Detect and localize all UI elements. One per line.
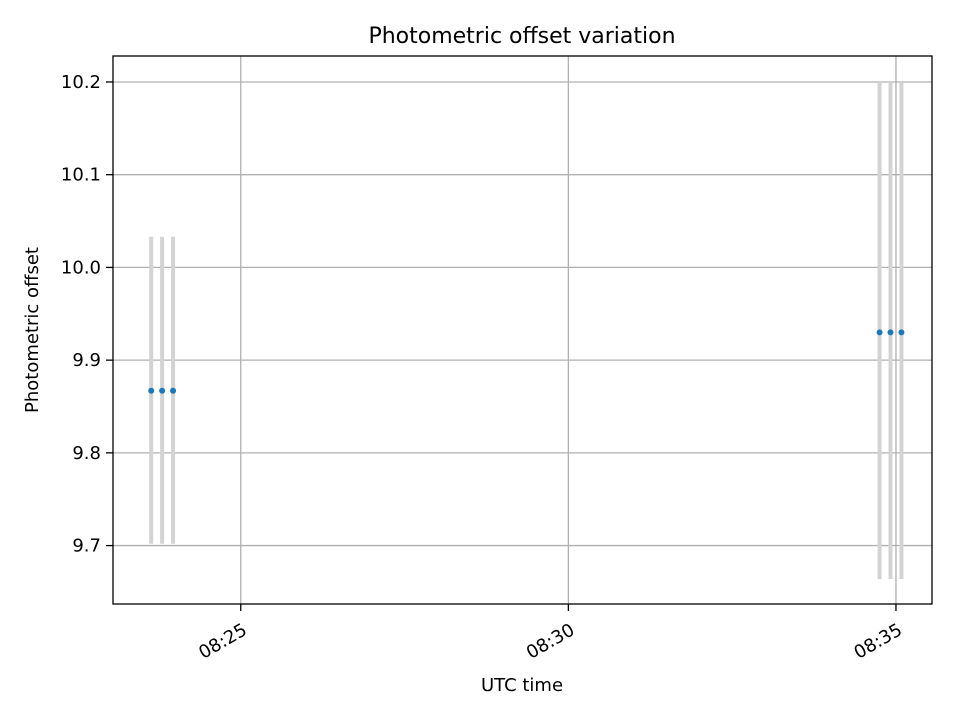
y-tick-label: 9.8 (72, 443, 101, 464)
grid (113, 56, 932, 604)
y-tick-label: 9.9 (72, 350, 101, 371)
x-tick-label: 08:30 (523, 619, 578, 663)
chart-title: Photometric offset variation (368, 24, 675, 49)
axis-ticks: 08:25 08:30 08:35 9.7 9.8 9.9 10.0 10.1 10.2 (61, 72, 906, 664)
x-axis-label: UTC time (481, 675, 563, 696)
data-point (887, 329, 894, 336)
data-point (876, 329, 883, 336)
data-points (148, 329, 905, 394)
data-point (170, 387, 177, 394)
x-tick-label: 08:25 (195, 619, 250, 663)
error-bars (149, 81, 904, 579)
data-point (148, 387, 155, 394)
y-tick-label: 10.1 (61, 165, 101, 186)
x-tick-label: 08:35 (850, 619, 905, 663)
y-tick-label: 10.2 (61, 72, 101, 93)
plot-frame (112, 55, 933, 605)
y-tick-label: 9.7 (72, 536, 101, 557)
y-tick-label: 10.0 (61, 257, 101, 278)
y-axis-label: Photometric offset (22, 247, 43, 413)
data-point (898, 329, 905, 336)
data-point (159, 387, 166, 394)
